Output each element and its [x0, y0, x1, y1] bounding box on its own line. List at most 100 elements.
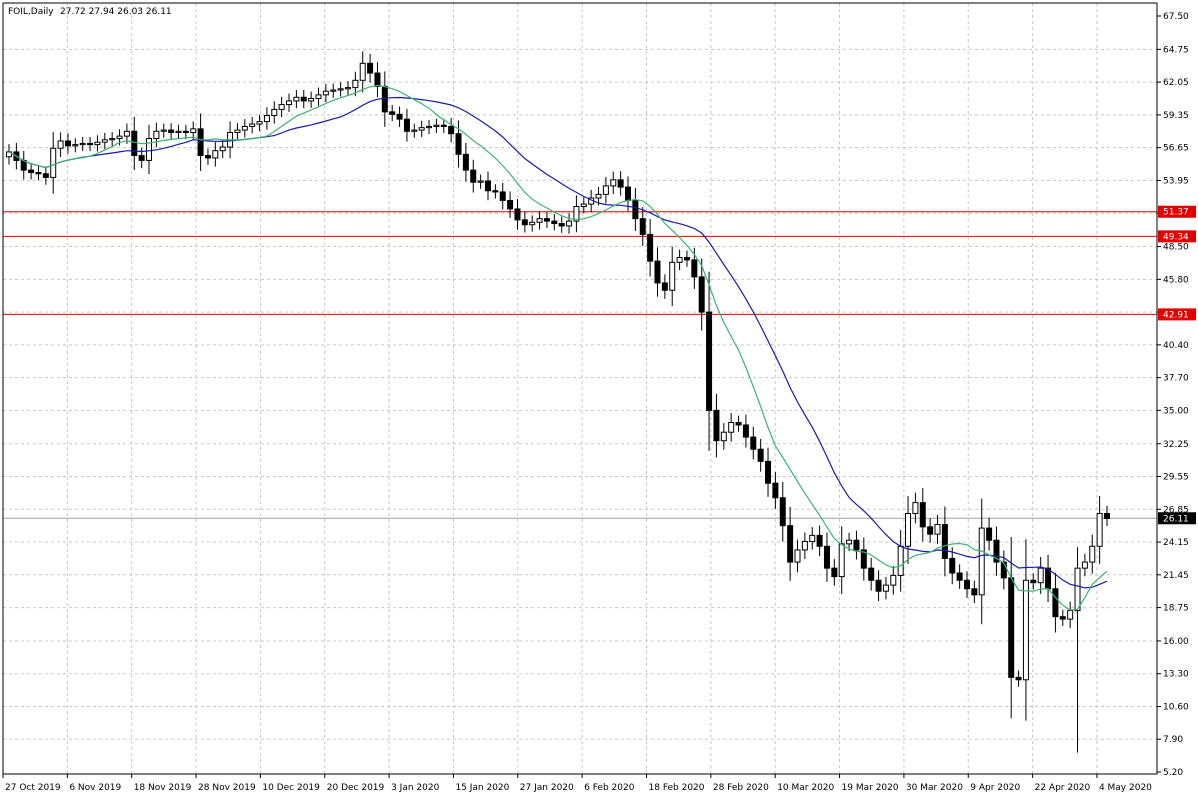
- bear-candle: [1008, 577, 1015, 678]
- bull-candle: [293, 96, 300, 102]
- bull-candle: [838, 543, 845, 578]
- candlestick-series: [6, 51, 1110, 753]
- y-tick-label: 24.15: [1163, 538, 1189, 548]
- bull-candle: [566, 220, 573, 227]
- x-tick-label: 6 Feb 2020: [584, 783, 635, 793]
- bull-candle: [337, 88, 344, 91]
- bear-candle: [986, 527, 993, 541]
- x-tick-label: 3 Jan 2020: [391, 783, 439, 793]
- level-price-labels: 51.37 49.34 42.91: [1158, 205, 1196, 321]
- bear-candle: [661, 282, 668, 291]
- bull-candle: [359, 62, 366, 81]
- bear-candle: [484, 180, 491, 192]
- plot-frame: [2, 2, 1158, 775]
- bear-candle: [632, 199, 639, 220]
- bull-candle: [234, 129, 241, 133]
- bear-candle: [691, 259, 698, 278]
- current-price-label: 26.11: [1158, 512, 1196, 525]
- bull-candle: [846, 539, 853, 545]
- bull-candle: [1037, 567, 1044, 584]
- bull-candle: [101, 139, 108, 143]
- bear-candle: [389, 111, 396, 115]
- bear-candle: [647, 233, 654, 262]
- bull-candle: [271, 108, 278, 117]
- x-tick-label: 30 Mar 2020: [906, 783, 963, 793]
- bull-candle: [1096, 513, 1103, 547]
- bear-candle: [374, 72, 381, 87]
- y-tick-label: 40.40: [1163, 341, 1189, 351]
- support-resistance-lines: [3, 211, 1157, 315]
- y-tick-label: 56.65: [1163, 144, 1189, 154]
- bull-candle: [94, 141, 101, 146]
- bull-candle: [882, 584, 889, 592]
- bear-candle: [625, 186, 632, 201]
- time-axis: 27 Oct 2019 6 Nov 2019 18 Nov 2019 28 Nov 2…: [2, 774, 1152, 793]
- bull-candle: [905, 513, 912, 547]
- bear-candle: [1015, 676, 1022, 681]
- y-tick-label: 32.25: [1163, 440, 1189, 450]
- x-tick-label: 19 Mar 2020: [842, 783, 899, 793]
- bear-candle: [816, 534, 823, 547]
- y-tick-label: 45.80: [1163, 275, 1189, 285]
- y-tick-label: 59.35: [1163, 111, 1189, 121]
- bull-candle: [50, 147, 57, 178]
- bear-candle: [1104, 513, 1110, 519]
- bull-candle: [308, 98, 315, 102]
- bear-candle: [168, 129, 175, 133]
- bull-candle: [109, 138, 116, 141]
- level-label: 42.91: [1163, 310, 1189, 320]
- y-tick-label: 53.95: [1163, 176, 1189, 186]
- bear-candle: [42, 173, 49, 178]
- bear-candle: [927, 526, 934, 535]
- bull-candle: [809, 534, 816, 542]
- bear-candle: [28, 169, 35, 174]
- bear-candle: [1052, 588, 1059, 618]
- bull-candle: [278, 104, 285, 110]
- bear-candle: [875, 579, 882, 592]
- level-label: 51.37: [1163, 208, 1189, 218]
- bear-candle: [543, 218, 550, 222]
- bear-candle: [1000, 561, 1007, 579]
- bear-candle: [853, 539, 860, 551]
- bear-candle: [971, 588, 978, 596]
- y-tick-label: 29.55: [1163, 473, 1189, 483]
- bull-candle: [249, 123, 256, 127]
- bear-candle: [860, 549, 867, 569]
- bull-candle: [344, 87, 351, 90]
- bear-candle: [551, 220, 558, 225]
- bear-candle: [949, 557, 956, 574]
- level-label: 49.34: [1163, 232, 1189, 242]
- bull-candle: [610, 179, 617, 187]
- bear-candle: [772, 482, 779, 499]
- bull-candle: [72, 144, 79, 147]
- bull-candle: [536, 218, 543, 223]
- x-tick-label: 28 Nov 2019: [198, 783, 256, 793]
- bear-candle: [941, 523, 948, 559]
- bull-candle: [153, 130, 160, 140]
- bear-candle: [993, 539, 1000, 563]
- bull-candle: [433, 124, 440, 127]
- bull-candle: [794, 549, 801, 563]
- x-tick-label: 10 Dec 2019: [262, 783, 320, 793]
- x-tick-label: 9 Apr 2020: [970, 783, 1020, 793]
- bull-candle: [175, 130, 182, 133]
- bull-candle: [411, 129, 418, 132]
- y-tick-label: 67.50: [1163, 12, 1189, 22]
- y-tick-label: 48.50: [1163, 243, 1189, 253]
- bear-candle: [1030, 579, 1037, 584]
- bull-candle: [978, 527, 985, 596]
- bear-candle: [499, 191, 506, 201]
- x-tick-label: 15 Jan 2020: [455, 783, 509, 793]
- bear-candle: [440, 124, 447, 127]
- bear-candle: [448, 125, 455, 135]
- bull-candle: [352, 79, 359, 89]
- level-label-bg: [1158, 205, 1196, 218]
- bear-candle: [396, 113, 403, 120]
- y-tick-label: 5.20: [1163, 768, 1183, 778]
- bear-candle: [706, 311, 713, 411]
- bull-candle: [890, 574, 897, 586]
- bull-candle: [1089, 545, 1096, 563]
- bear-candle: [521, 219, 528, 226]
- bull-candle: [123, 130, 130, 137]
